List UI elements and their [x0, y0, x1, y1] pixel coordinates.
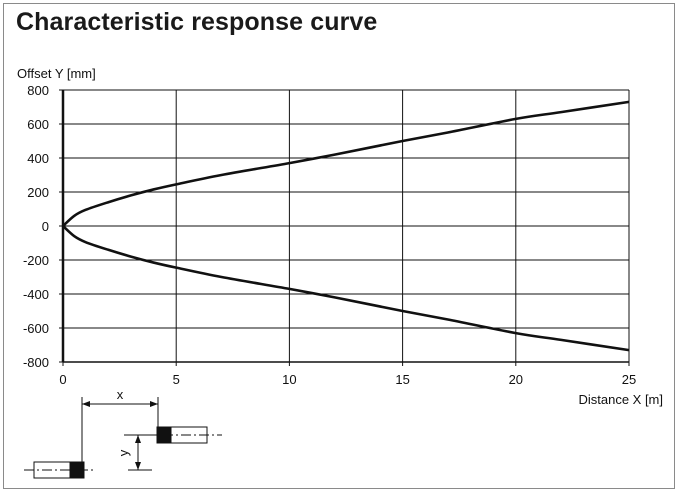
y-tick-label: 600	[27, 117, 49, 132]
y-tick-label: 0	[42, 219, 49, 234]
dimension-y-arrow-bottom	[135, 462, 141, 470]
dimension-y-label: y	[116, 449, 131, 456]
y-tick-label: 800	[27, 83, 49, 98]
grid	[59, 89, 630, 366]
chart-frame	[3, 3, 675, 489]
dimension-y-arrow-top	[135, 435, 141, 443]
y-tick-label: 200	[27, 185, 49, 200]
series-line-upper	[62, 100, 630, 227]
x-axis-label: Distance X [m]	[578, 392, 663, 407]
y-tick-label: -600	[23, 321, 49, 336]
dimension-x-arrow-left	[82, 401, 90, 407]
series-group	[62, 100, 630, 352]
y-tick-label: -800	[23, 355, 49, 370]
x-tick-label: 10	[282, 372, 296, 387]
x-tick-label: 25	[622, 372, 636, 387]
dimension-x-arrow-right	[150, 401, 158, 407]
tick-labels: 800 600 400 200 0 -200 -400 -600 -800 0 5 10 15 20 25	[23, 83, 636, 387]
dimension-x-label: x	[117, 387, 124, 402]
x-tick-label: 15	[395, 372, 409, 387]
series-line-lower	[62, 225, 630, 352]
y-tick-label: 400	[27, 151, 49, 166]
x-tick-label: 5	[173, 372, 180, 387]
y-tick-label: -400	[23, 287, 49, 302]
setup-diagram	[24, 397, 222, 479]
chart-title: Characteristic response curve	[16, 8, 378, 36]
y-tick-label: -200	[23, 253, 49, 268]
x-tick-label: 20	[509, 372, 523, 387]
y-axis-label: Offset Y [mm]	[17, 66, 96, 81]
x-tick-label: 0	[59, 372, 66, 387]
